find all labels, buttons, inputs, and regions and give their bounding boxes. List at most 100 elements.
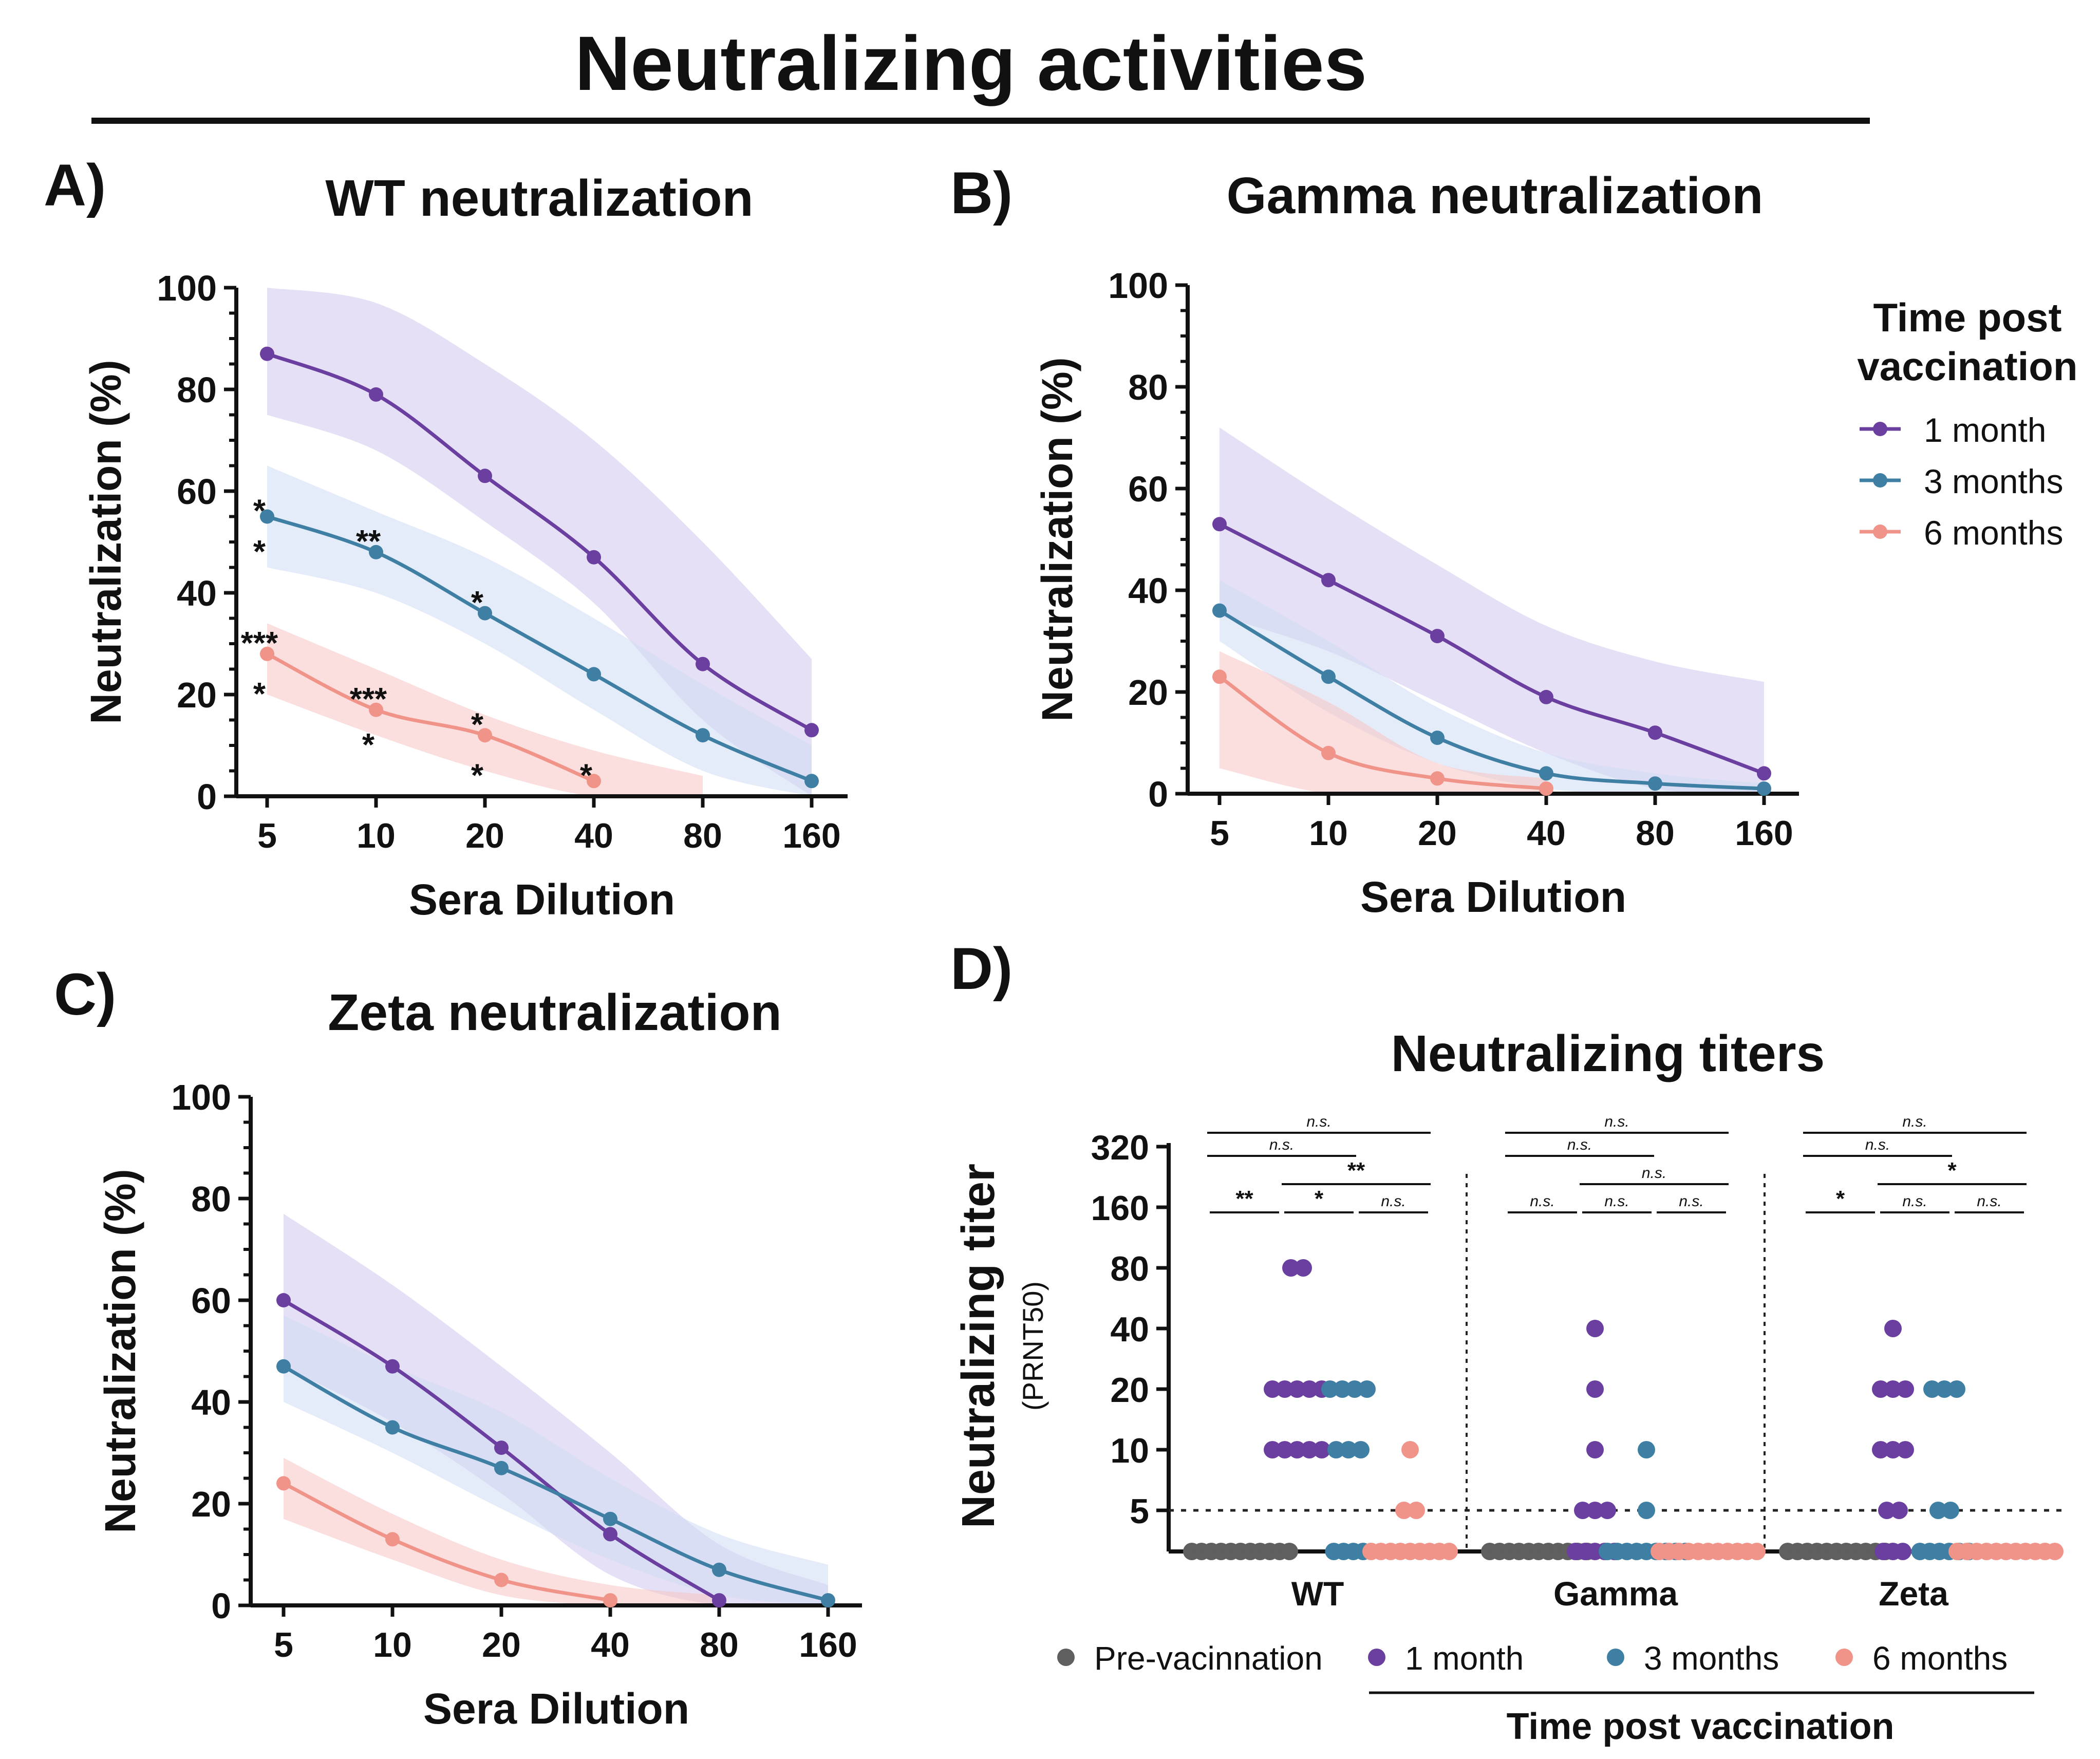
y-tick-label-c: 40: [191, 1382, 231, 1423]
x-tick-label-c: 40: [591, 1625, 630, 1664]
data-point-a: [804, 723, 819, 738]
y-tick-label-b: 40: [1128, 571, 1168, 611]
y-axis-title-a: Neutralization (%): [82, 360, 130, 724]
y-tick-label-c: 60: [191, 1281, 231, 1321]
data-point-c: [603, 1511, 617, 1526]
x-tick-label-c: 20: [482, 1625, 521, 1664]
x-axis-title-b: Sera Dilution: [1360, 873, 1626, 921]
titer-point: [1313, 1441, 1330, 1458]
titer-point: [1301, 1380, 1318, 1398]
titer-point: [1923, 1380, 1941, 1398]
band-b-series-3: [1220, 651, 1546, 796]
significance-marker-a: ***: [241, 626, 278, 661]
data-point-a: [369, 702, 383, 717]
panel-a-plot: 0 20 40 60 80 100 5 10 20 40 80 160 Sera Dilution Neu…: [82, 268, 848, 924]
data-point-a: [696, 657, 710, 671]
significance-marker-a: *: [471, 758, 484, 794]
significance-marker-a: *: [253, 534, 266, 570]
bottom-legend: Pre-vacinnation 1 month 3 months 6 months Ti…: [1057, 1640, 2034, 1747]
band-c-series-1: [284, 1213, 828, 1608]
titer-point: [1281, 1543, 1298, 1560]
significance-label: n.s.: [1902, 1193, 1927, 1210]
titer-point: [1321, 1380, 1339, 1398]
titer-point: [1574, 1502, 1591, 1519]
data-point-c: [385, 1532, 400, 1547]
titer-point: [1408, 1502, 1425, 1519]
legend-item-label: 6 months: [1924, 514, 2063, 552]
titer-point: [1884, 1380, 1902, 1398]
x-tick-label-a: 20: [465, 816, 504, 855]
y-tick-label-d: 160: [1091, 1189, 1149, 1228]
x-tick-label-a: 80: [683, 816, 722, 855]
data-point-a: [478, 606, 492, 621]
titer-point: [1936, 1380, 1953, 1398]
titer-point: [1884, 1441, 1902, 1458]
x-tick-label-c: 10: [373, 1625, 412, 1664]
titer-point: [1282, 1259, 1300, 1277]
data-point-c: [276, 1293, 291, 1307]
y-tick-label-c: 20: [191, 1484, 231, 1524]
data-point-b: [1430, 731, 1445, 745]
panel-a-label: A): [44, 153, 106, 218]
band-c-series-2: [284, 1315, 828, 1605]
significance-label: *: [1947, 1158, 1957, 1183]
titer-point: [1897, 1380, 1914, 1398]
data-point-a: [587, 667, 601, 682]
x-category-label: Zeta: [1879, 1575, 1949, 1613]
x-tick-label-a: 5: [257, 816, 277, 855]
titer-point: [1894, 1543, 1911, 1560]
panel-c-label: C): [54, 962, 116, 1027]
x-tick-label-b: 20: [1418, 814, 1457, 853]
titer-point: [1401, 1441, 1419, 1458]
legend-items: 1 month 3 months 6 months: [1860, 411, 2063, 552]
y-tick-label-c: 0: [211, 1586, 231, 1626]
significance-label: n.s.: [1530, 1193, 1554, 1210]
titer-point: [1264, 1441, 1281, 1458]
data-point-c: [385, 1420, 400, 1435]
legend-title-line2: vaccination: [1857, 344, 2077, 389]
x-tick-label-b: 10: [1309, 814, 1348, 853]
titer-point: [1948, 1380, 1965, 1398]
titer-point: [1884, 1320, 1902, 1337]
series-line-b-1: [1218, 522, 1765, 775]
significance-label: n.s.: [1381, 1193, 1405, 1210]
y-tick-label-b: 20: [1128, 672, 1168, 713]
legend-item-label: 1 month: [1924, 411, 2046, 449]
y-axis-title-d: Neutralizing titer: [953, 1164, 1004, 1528]
titer-point: [1334, 1380, 1351, 1398]
y-tick-label-b: 80: [1128, 367, 1168, 407]
data-point-a: [696, 728, 710, 743]
significance-marker-a: *: [471, 585, 484, 621]
data-point-c: [276, 1359, 291, 1374]
significance-label: n.s.: [1679, 1193, 1703, 1210]
x-tick-label-b: 5: [1210, 814, 1229, 853]
data-point-c: [712, 1562, 726, 1577]
y-tick-label-a: 80: [177, 370, 217, 410]
band-b-series-1: [1220, 427, 1764, 794]
y-tick-label-d: 320: [1091, 1128, 1149, 1167]
y-tick-label-d: 80: [1110, 1249, 1149, 1288]
data-point-b: [1430, 771, 1445, 786]
legend-title-line1: Time post: [1873, 295, 2062, 340]
legend-swatch-marker: [1873, 473, 1887, 488]
data-point-a: [587, 774, 601, 789]
titer-point: [1878, 1502, 1896, 1519]
significance-label: n.s.: [1642, 1165, 1666, 1182]
data-point-a: [478, 728, 492, 743]
y-tick-label-a: 60: [177, 472, 217, 512]
significance-marker-a: ***: [350, 682, 387, 717]
data-point-a: [260, 346, 274, 361]
bottom-legend-marker: [1607, 1649, 1624, 1666]
data-point-b: [1321, 573, 1336, 588]
legend-swatch-marker: [1873, 422, 1887, 436]
figure-title: Neutralizing activities: [575, 20, 1367, 106]
significance-marker-a: **: [356, 524, 381, 559]
panel-b: B) Gamma neutralization 0 20 40 60 80 100 5 10 2…: [950, 160, 1799, 921]
bottom-legend-marker: [1835, 1649, 1853, 1666]
titer-point: [1295, 1259, 1312, 1277]
data-point-a: [369, 387, 383, 402]
significance-label: **: [1235, 1186, 1253, 1211]
panel-d-title: Neutralizing titers: [1391, 1025, 1825, 1082]
panel-d-label: D): [950, 936, 1013, 1002]
